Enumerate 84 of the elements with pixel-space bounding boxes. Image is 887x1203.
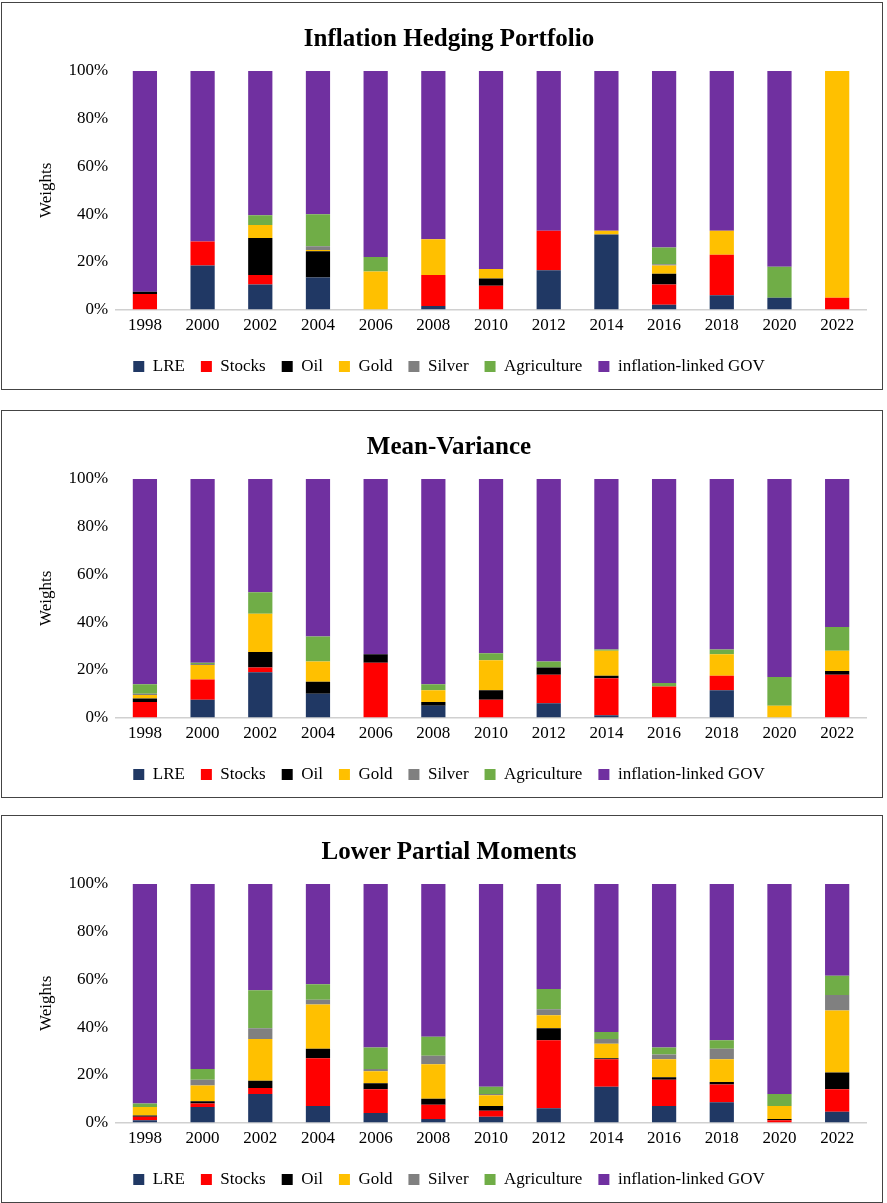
x-tick-label: 2006 bbox=[358, 1128, 393, 1148]
legend-label: Silver bbox=[427, 1168, 469, 1188]
legend-label: LRE bbox=[152, 355, 185, 375]
x-tick-label: 2008 bbox=[416, 1128, 451, 1148]
x-tick-label: 2018 bbox=[704, 1128, 739, 1148]
y-tick-label: 20% bbox=[76, 1064, 109, 1084]
x-tick-label: 2000 bbox=[185, 723, 220, 743]
x-tick-label: 2012 bbox=[531, 1128, 566, 1148]
x-tick-label: 2020 bbox=[762, 723, 797, 743]
x-tick-label: 2004 bbox=[300, 1128, 336, 1148]
legend-label: Gold bbox=[358, 763, 393, 783]
y-tick-label: 0% bbox=[85, 707, 109, 727]
legend-label: inflation-linked GOV bbox=[617, 1168, 766, 1188]
legend-label: Gold bbox=[358, 355, 393, 375]
x-tick-label: 2014 bbox=[589, 1128, 624, 1148]
y-tick-label: 100% bbox=[68, 60, 109, 80]
y-tick-label: 100% bbox=[68, 468, 109, 488]
x-tick-label: 1998 bbox=[127, 723, 162, 743]
x-tick-label: 2004 bbox=[300, 723, 336, 743]
x-tick-label: 2016 bbox=[647, 315, 682, 335]
x-tick-label: 1998 bbox=[127, 1128, 162, 1148]
x-tick-label: 2016 bbox=[647, 1128, 682, 1148]
x-tick-label: 2016 bbox=[647, 723, 682, 743]
x-tick-label: 2006 bbox=[358, 315, 393, 335]
chart-title: Lower Partial Moments bbox=[321, 837, 577, 865]
x-tick-label: 2000 bbox=[185, 1128, 220, 1148]
x-tick-label: 1998 bbox=[127, 315, 162, 335]
y-tick-label: 100% bbox=[68, 873, 109, 893]
y-tick-label: 40% bbox=[76, 611, 109, 631]
legend-label: Agriculture bbox=[504, 763, 583, 783]
y-tick-label: 0% bbox=[85, 1112, 109, 1132]
x-tick-label: 2022 bbox=[820, 1128, 855, 1148]
x-tick-label: 2008 bbox=[416, 723, 451, 743]
y-tick-label: 40% bbox=[76, 203, 109, 223]
x-tick-label: 2008 bbox=[416, 315, 451, 335]
legend-label: Gold bbox=[358, 1168, 393, 1188]
legend-label: Silver bbox=[427, 355, 469, 375]
x-tick-label: 2000 bbox=[185, 315, 220, 335]
legend-label: inflation-linked GOV bbox=[617, 763, 766, 783]
chart-title: Inflation Hedging Portfolio bbox=[303, 24, 595, 52]
y-tick-label: 0% bbox=[85, 299, 109, 319]
legend-label: Oil bbox=[301, 355, 324, 375]
y-tick-label: 20% bbox=[76, 251, 109, 271]
x-tick-label: 2012 bbox=[531, 315, 566, 335]
x-tick-label: 2002 bbox=[243, 1128, 278, 1148]
x-tick-label: 2010 bbox=[474, 723, 509, 743]
x-tick-label: 2022 bbox=[820, 315, 855, 335]
legend-label: Stocks bbox=[220, 763, 266, 783]
x-tick-label: 2010 bbox=[474, 1128, 509, 1148]
x-tick-label: 2018 bbox=[704, 315, 739, 335]
legend-label: LRE bbox=[152, 763, 185, 783]
x-tick-label: 2006 bbox=[358, 723, 393, 743]
y-tick-label: 20% bbox=[76, 659, 109, 679]
x-tick-label: 2004 bbox=[300, 315, 336, 335]
x-tick-label: 2020 bbox=[762, 1128, 797, 1148]
y-tick-label: 60% bbox=[76, 155, 109, 175]
legend-label: LRE bbox=[152, 1168, 185, 1188]
x-tick-label: 2002 bbox=[243, 723, 278, 743]
y-axis-title: Weights bbox=[35, 162, 55, 218]
legend-label: Stocks bbox=[220, 355, 266, 375]
x-tick-label: 2014 bbox=[589, 315, 624, 335]
x-tick-label: 2018 bbox=[704, 723, 739, 743]
x-tick-label: 2010 bbox=[474, 315, 509, 335]
legend-label: Stocks bbox=[220, 1168, 266, 1188]
legend-label: Oil bbox=[301, 763, 324, 783]
y-tick-label: 60% bbox=[76, 968, 109, 988]
y-tick-label: 40% bbox=[76, 1016, 109, 1036]
x-tick-label: 2002 bbox=[243, 315, 278, 335]
legend-label: Silver bbox=[427, 763, 469, 783]
legend-label: Oil bbox=[301, 1168, 324, 1188]
y-tick-label: 80% bbox=[76, 516, 109, 536]
x-tick-label: 2012 bbox=[531, 723, 566, 743]
legend-label: inflation-linked GOV bbox=[617, 355, 766, 375]
x-tick-label: 2020 bbox=[762, 315, 797, 335]
y-tick-label: 60% bbox=[76, 563, 109, 583]
x-tick-label: 2014 bbox=[589, 723, 624, 743]
y-tick-label: 80% bbox=[76, 108, 109, 128]
x-tick-label: 2022 bbox=[820, 723, 855, 743]
y-axis-title: Weights bbox=[35, 975, 55, 1031]
y-axis-title: Weights bbox=[35, 570, 55, 626]
legend-label: Agriculture bbox=[504, 355, 583, 375]
legend-label: Agriculture bbox=[504, 1168, 583, 1188]
y-tick-label: 80% bbox=[76, 921, 109, 941]
chart-title: Mean-Variance bbox=[366, 432, 532, 460]
